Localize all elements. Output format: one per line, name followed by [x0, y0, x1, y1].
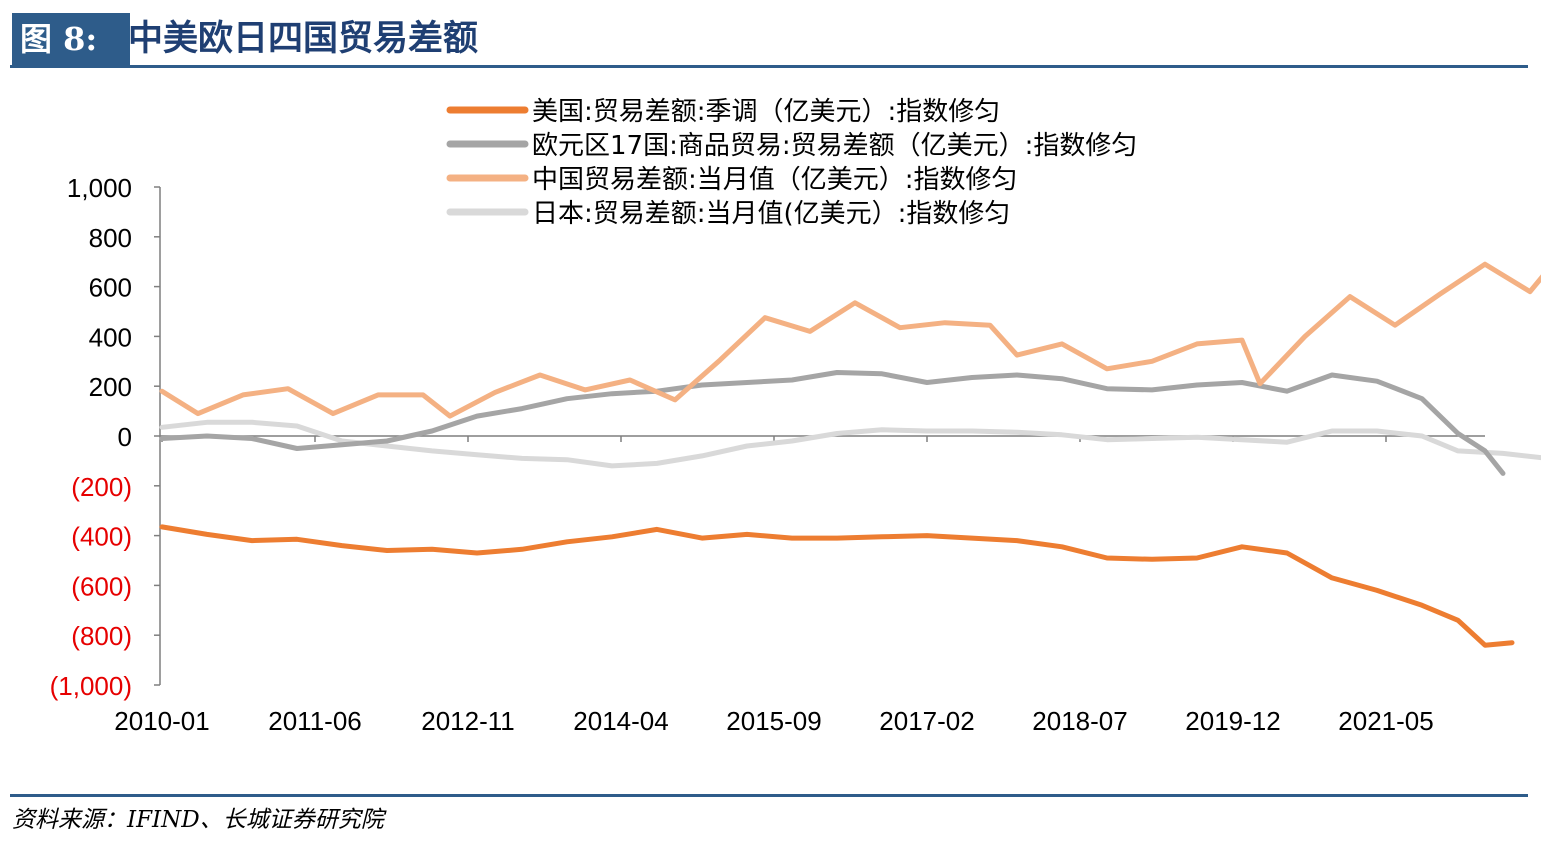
x-tick-label: 2019-12: [1185, 706, 1280, 736]
trade-balance-chart: 1,000 800 600 400 200 0 (200) (400) (600) (800) (1…: [50, 97, 1541, 736]
x-tick-label: 2010-01: [114, 706, 209, 736]
legend-label-us: 美国:贸易差额:季调（亿美元）:指数修匀: [532, 97, 1000, 127]
y-tick-label: (200): [71, 472, 132, 502]
y-tick-label: 1,000: [67, 173, 132, 203]
legend-label-euro: 欧元区17国:商品贸易:贸易差额（亿美元）:指数修匀: [532, 131, 1137, 161]
x-tick-label: 2015-09: [726, 706, 821, 736]
source-note: 资料来源：IFIND、长城证券研究院: [12, 807, 384, 833]
legend-label-japan: 日本:贸易差额:当月值(亿美元）:指数修匀: [532, 199, 1010, 229]
figure-header: 图 8: 中美欧日四国贸易差额: [10, 8, 1528, 68]
y-tick-label: 200: [89, 372, 132, 402]
series-line-china: [159, 261, 1541, 419]
x-tick-label: 2012-11: [421, 706, 515, 736]
figure-title: 中美欧日四国贸易差额: [128, 18, 479, 59]
x-tick-label: 2017-02: [879, 706, 974, 736]
series-line-euro: [159, 370, 1506, 476]
chart-axes: 1,000 800 600 400 200 0 (200) (400) (600) (800) (1…: [50, 173, 1485, 736]
x-tick-label: 2011-06: [268, 706, 362, 736]
x-tick-label: 2018-07: [1032, 706, 1127, 736]
series-line-japan: [159, 419, 1541, 469]
y-tick-label: 0: [118, 422, 132, 452]
figure-number-badge: 图 8:: [12, 13, 130, 65]
footer-rule: [10, 794, 1528, 797]
series-layer: [159, 261, 1541, 648]
y-tick-label: 400: [89, 322, 132, 352]
legend-label-china: 中国贸易差额:当月值（亿美元）:指数修匀: [532, 165, 1018, 195]
header-rule: [10, 65, 1528, 68]
chart-legend: 美国:贸易差额:季调（亿美元）:指数修匀欧元区17国:商品贸易:贸易差额（亿美元…: [446, 97, 1137, 229]
y-tick-label: 800: [89, 223, 132, 253]
y-tick-label: 600: [89, 273, 132, 303]
y-tick-label: (400): [71, 522, 132, 552]
y-tick-label: (800): [71, 621, 132, 651]
series-line-us: [159, 524, 1515, 648]
y-tick-label: (1,000): [50, 671, 132, 701]
x-tick-label: 2021-05: [1338, 706, 1433, 736]
x-tick-label: 2014-04: [573, 706, 668, 736]
y-tick-label: (600): [71, 571, 132, 601]
